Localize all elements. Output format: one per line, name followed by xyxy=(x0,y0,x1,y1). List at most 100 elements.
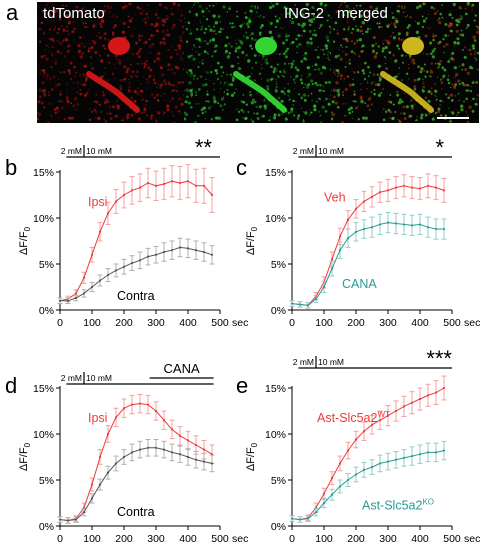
data-point xyxy=(362,200,366,203)
data-point xyxy=(58,518,62,521)
data-point xyxy=(170,428,174,431)
data-point xyxy=(186,439,190,442)
data-point xyxy=(378,419,382,422)
data-point xyxy=(186,455,190,459)
micrograph-label: tdTomato xyxy=(43,5,105,22)
data-point xyxy=(170,249,174,252)
data-point xyxy=(130,403,134,406)
data-point xyxy=(338,235,342,238)
series-label: Contra xyxy=(117,289,155,303)
series-line xyxy=(291,185,445,306)
data-point xyxy=(386,460,390,463)
data-point xyxy=(394,409,398,413)
data-point xyxy=(402,456,406,460)
series-line xyxy=(291,450,445,521)
data-point xyxy=(74,292,78,295)
y-tick-label: 5% xyxy=(271,259,286,271)
stimulus-label-2mm: 2 mM xyxy=(293,146,314,156)
data-point xyxy=(394,222,398,225)
data-point xyxy=(354,438,358,441)
micrograph-background xyxy=(184,2,332,123)
data-point xyxy=(346,449,350,452)
data-point xyxy=(194,184,198,187)
series-ast-slc5a2-wt: Ast-Slc5a2WT xyxy=(289,375,447,523)
data-point xyxy=(130,189,134,192)
data-point xyxy=(370,226,374,229)
data-point xyxy=(114,200,118,203)
data-point xyxy=(410,454,414,458)
x-tick-label: 200 xyxy=(347,533,365,545)
data-point xyxy=(114,462,118,465)
x-unit-label: sec xyxy=(464,533,480,545)
data-point xyxy=(106,273,110,277)
data-point xyxy=(114,269,118,272)
data-point xyxy=(346,218,350,221)
data-point xyxy=(330,267,334,270)
data-point xyxy=(362,227,366,231)
data-point xyxy=(122,407,126,410)
data-point xyxy=(90,253,94,256)
cell-process xyxy=(86,71,140,113)
data-point xyxy=(194,458,198,461)
data-point xyxy=(138,186,142,189)
stimulus-label-10mm: 10 mM xyxy=(318,146,344,156)
x-tick-label: 500 xyxy=(211,533,229,545)
data-point xyxy=(378,462,382,465)
y-tick-label: 5% xyxy=(39,475,54,487)
micrograph-label: ING-2 xyxy=(283,5,324,22)
data-point xyxy=(426,184,430,187)
stimulus-label-10mm: 10 mM xyxy=(318,357,344,367)
y-axis-label: ΔF/F0 xyxy=(245,442,259,471)
data-point xyxy=(434,391,438,394)
data-point xyxy=(330,258,334,261)
data-point xyxy=(170,451,174,454)
panel-letter: e xyxy=(236,373,248,398)
x-tick-label: 100 xyxy=(83,533,101,545)
y-axis-label-sub: 0 xyxy=(23,226,32,231)
data-point xyxy=(354,207,358,210)
data-point xyxy=(330,477,334,480)
series-label: Ast-Slc5a2WT xyxy=(317,410,390,425)
data-point xyxy=(138,259,142,262)
data-point xyxy=(290,517,294,520)
data-point xyxy=(186,247,190,250)
data-point xyxy=(314,511,318,514)
stimulus-label-2mm: 2 mM xyxy=(61,373,82,383)
micrograph-tdtomato: tdTomato xyxy=(37,2,185,123)
x-tick-label: 200 xyxy=(115,533,133,545)
data-point xyxy=(74,518,78,521)
series-line xyxy=(59,447,213,522)
data-point xyxy=(106,432,110,436)
x-tick-label: 400 xyxy=(411,533,429,545)
data-point xyxy=(338,485,342,488)
data-point xyxy=(202,448,206,451)
x-tick-label: 300 xyxy=(147,317,165,329)
data-point xyxy=(210,193,214,197)
x-unit-label: sec xyxy=(232,533,248,545)
x-tick-label: 200 xyxy=(347,317,365,329)
data-point xyxy=(322,285,326,289)
y-tick-label: 10% xyxy=(265,429,286,441)
data-point xyxy=(370,466,374,469)
x-tick-label: 100 xyxy=(315,317,333,329)
x-tick-label: 300 xyxy=(147,533,165,545)
significance-stars: * xyxy=(435,135,444,160)
data-point xyxy=(202,460,206,463)
micrograph-puncta xyxy=(331,2,479,123)
series-contra: Contra xyxy=(57,237,215,305)
panel-letter: c xyxy=(236,155,247,180)
data-point xyxy=(418,397,422,401)
data-point xyxy=(410,224,414,227)
chart-panel-e: e 0% 5% 10% 15% 0 100 200 300 400 500 sec ΔF/F0 2 mM 1… xyxy=(236,346,480,545)
y-axis-label: ΔF/F0 xyxy=(18,226,32,255)
x-tick-label: 100 xyxy=(315,533,333,545)
series-line xyxy=(291,222,444,306)
x-unit-label: sec xyxy=(464,317,480,329)
data-point xyxy=(162,419,166,422)
series-label: Ipsi xyxy=(88,195,107,209)
data-point xyxy=(402,184,406,187)
panel-letter: b xyxy=(5,155,17,180)
x-tick-label: 0 xyxy=(289,533,295,545)
data-point xyxy=(74,296,78,300)
data-point xyxy=(114,416,118,419)
